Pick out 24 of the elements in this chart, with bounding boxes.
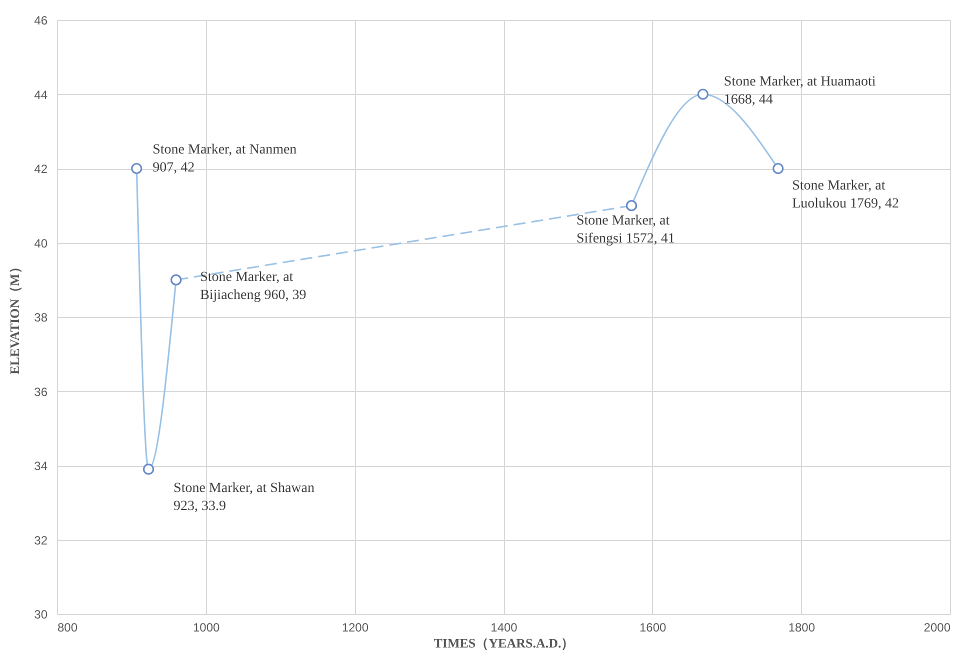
y-tick-label: 46 — [34, 14, 48, 28]
y-tick-label: 42 — [34, 162, 48, 176]
x-tick-label: 1800 — [788, 620, 816, 634]
x-axis-title: TIMES（YEARS.A.D.） — [434, 636, 574, 650]
y-tick-label: 30 — [34, 608, 48, 622]
y-axis-title: ELEVATION（M） — [7, 260, 22, 374]
x-tick-label: 1400 — [490, 620, 518, 634]
annotation: Stone Marker, at Sifengsi 1572, 41 — [576, 214, 675, 247]
annotation: Stone Marker, at Luolukou 1769, 42 — [792, 178, 900, 212]
annotation: Stone Marker, at Huamaoti 1668, 44 — [724, 74, 876, 108]
x-tick-label: 800 — [58, 620, 78, 634]
y-tick-label: 38 — [34, 310, 48, 324]
y-tick-label: 40 — [34, 236, 48, 250]
y-tick-label: 36 — [34, 384, 48, 399]
annotation: Stone Marker, at Shawan 923, 33.9 — [174, 481, 314, 514]
annotation: Stone Marker, at Nanmen 907, 42 — [152, 142, 297, 176]
x-tick-label: 2000 — [924, 620, 951, 634]
x-tick-label: 1600 — [639, 620, 667, 634]
x-tick-label: 1200 — [342, 620, 369, 634]
annotation: Stone Marker, at Bijiacheng 960, 39 — [200, 270, 306, 303]
y-tick-label: 32 — [34, 533, 48, 548]
y-tick-label: 34 — [34, 459, 48, 473]
x-tick-label: 1000 — [192, 620, 220, 634]
y-tick-label: 44 — [34, 88, 48, 102]
